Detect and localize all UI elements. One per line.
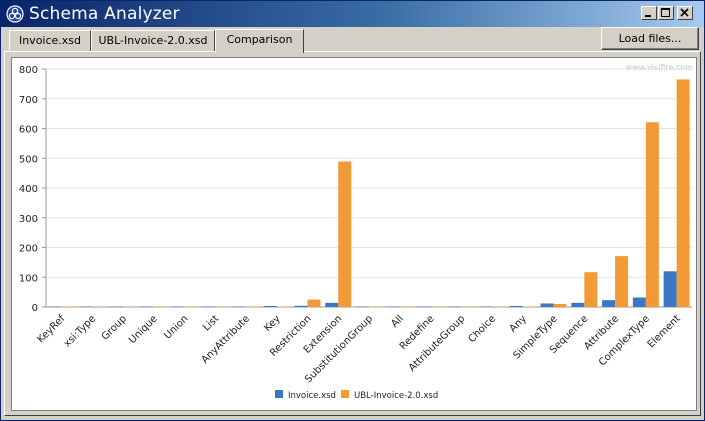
bar-ubl [276,306,290,307]
bar-ubl [122,306,136,307]
bar-invoice [417,306,431,307]
bar-ubl [307,299,321,307]
legend-swatch [275,390,283,398]
minimize-icon [645,15,651,17]
comparison-chart-container: www.visifire.com 0 100 200 300 400 500 600 700 8… [11,57,697,411]
bar-invoice [356,306,369,307]
y-tick-label: 300 [19,214,38,225]
close-icon [680,8,689,17]
x-tick-label: Key [262,313,283,334]
bar-invoice [202,306,216,307]
window-title: Schema Analyzer [29,4,180,24]
maximize-button[interactable] [658,6,674,20]
y-tick-label: 700 [19,95,38,106]
tab-ubl-invoice[interactable]: UBL-Invoice-2.0.xsd [91,30,215,52]
bar-ubl [61,306,75,307]
y-tick-label: 200 [19,244,38,255]
bar-ubl [615,256,629,307]
bar-ubl [153,306,167,307]
y-tick-label: 800 [19,65,38,76]
y-tick-label: 600 [19,125,38,136]
bar-invoice [263,306,277,307]
x-tick-label: AttributeGroup [407,313,468,374]
app-logo-icon [6,5,24,23]
bar-ubl [338,161,352,307]
bar-invoice [571,302,585,307]
bar-invoice [509,306,523,307]
x-tick-label: Unique [127,313,160,346]
bar-ubl [184,306,198,307]
tab-comparison[interactable]: Comparison [215,29,304,53]
maximize-icon [661,8,670,17]
bar-ubl [461,306,475,307]
bar-invoice [448,306,462,307]
bar-ubl [584,272,598,307]
x-tick-label: Group [100,313,129,342]
bar-invoice [663,271,677,307]
legend-label: Invoice.xsd [288,391,336,401]
chart-watermark: www.visifire.com [626,63,694,72]
comparison-chart: www.visifire.com 0 100 200 300 400 500 600 700 8… [19,63,694,401]
bar-invoice [171,306,185,307]
bar-invoice [479,306,493,307]
bar-ubl [553,304,567,307]
bar-invoice [109,306,123,307]
bar-ubl [245,306,259,307]
x-tick-label: List [201,313,221,333]
bar-invoice [79,306,93,307]
bar-ubl [645,122,659,307]
x-tick-label: xsi:Type [62,313,98,349]
legend-label: UBL-Invoice-2.0.xsd [354,391,438,401]
x-tick-label: Any [508,313,529,334]
bar-invoice [325,302,339,307]
bar-ubl [430,306,444,307]
y-tick-label: 0 [32,303,38,314]
bar-ubl [522,306,536,307]
x-tick-label: All [389,313,406,330]
bar-invoice [632,297,646,307]
bar-invoice [48,306,62,307]
bar-invoice [386,306,400,307]
legend-swatch [341,390,349,398]
close-button[interactable] [677,6,693,20]
tab-panel [4,51,701,416]
load-files-button[interactable]: Load files... [601,27,699,50]
bar-ubl [92,306,106,307]
bar-ubl [676,79,690,307]
bar-ubl [492,306,506,307]
x-tick-label: Element [646,313,683,350]
bar-invoice [540,303,554,307]
title-bar[interactable]: Schema Analyzer [1,1,704,27]
x-tick-label: Choice [466,313,498,345]
y-tick-label: 500 [19,154,38,165]
minimize-button[interactable] [641,6,657,20]
y-tick-label: 100 [19,273,38,284]
tab-invoice[interactable]: Invoice.xsd [9,30,91,52]
x-tick-label: Union [162,313,190,341]
bar-ubl [369,306,382,307]
bar-ubl [399,306,413,307]
bar-invoice [232,306,246,307]
bar-invoice [602,300,616,307]
bar-invoice [140,306,154,307]
bar-ubl [215,306,229,307]
bar-invoice [294,305,308,307]
y-tick-label: 400 [19,184,38,195]
